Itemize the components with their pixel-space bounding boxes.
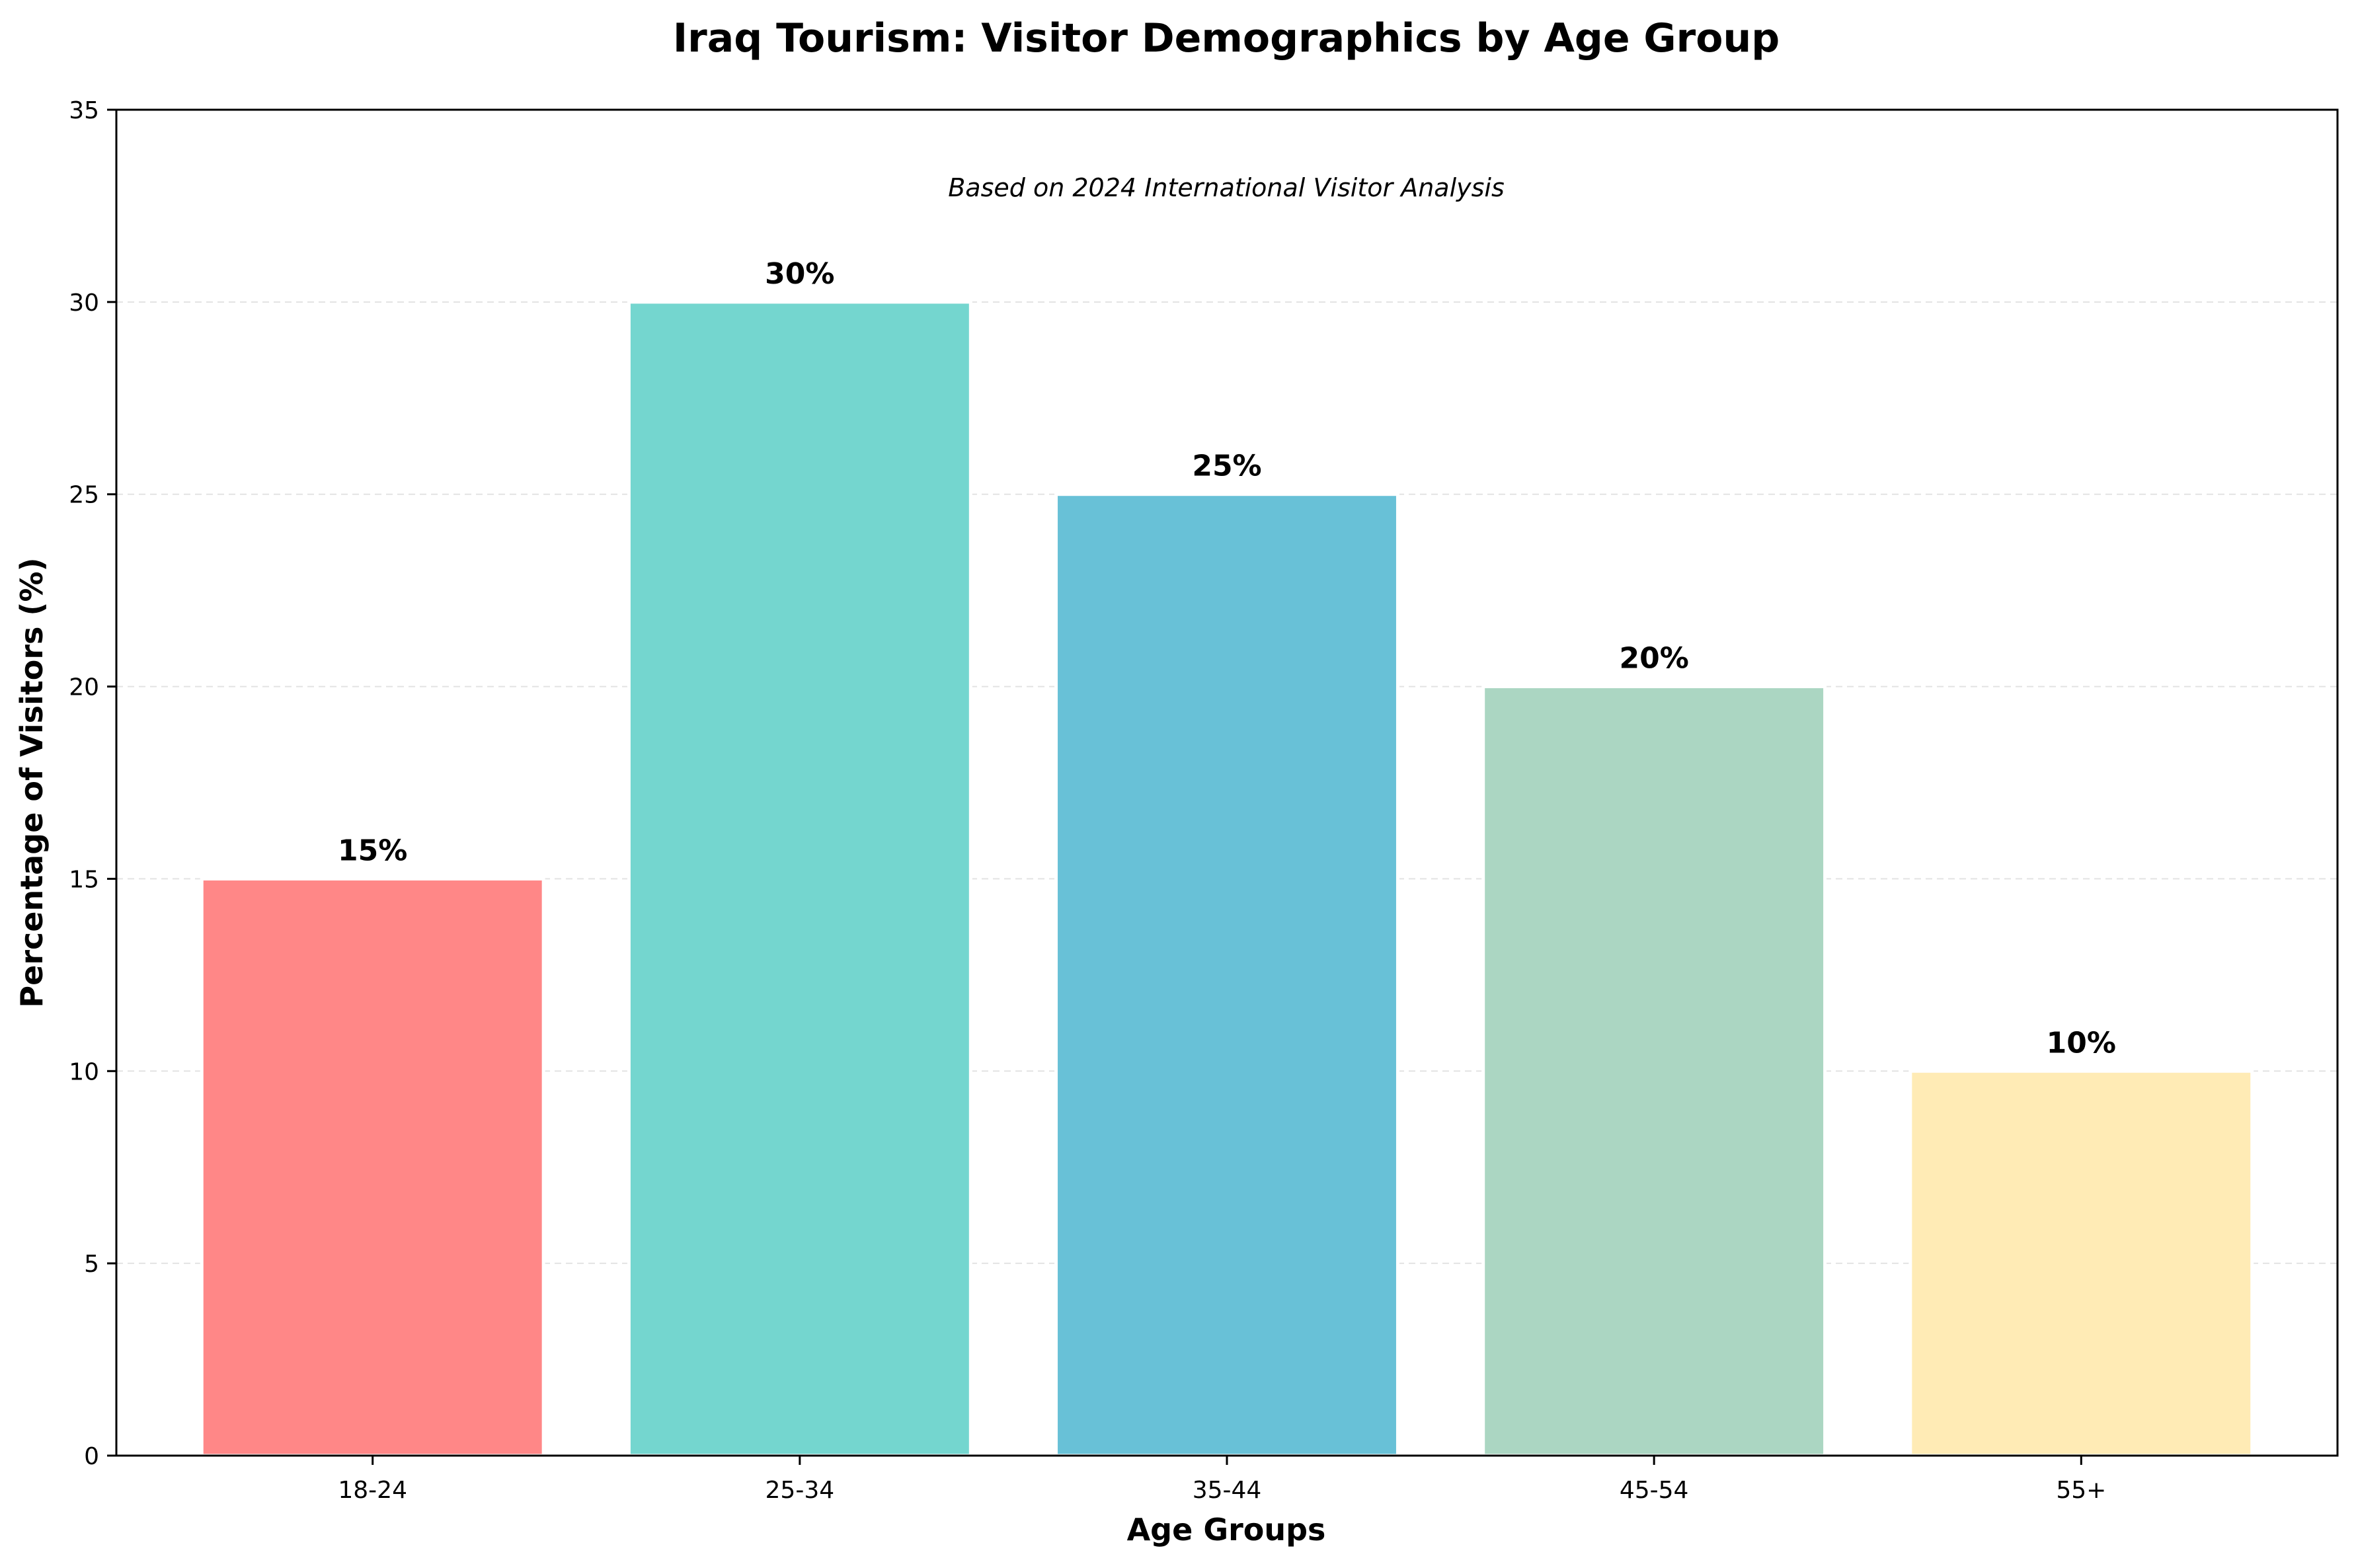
bar-45-54 xyxy=(1481,685,1827,1458)
x-tick-label: 45-54 xyxy=(1620,1477,1689,1504)
y-tick-label: 30 xyxy=(69,290,99,317)
value-labels: 15% 30% 25% 20% 10% xyxy=(338,257,2116,1060)
bar-value-label: 25% xyxy=(1192,450,1261,483)
x-axis-label: Age Groups xyxy=(1127,1512,1326,1548)
bar-55plus xyxy=(1908,1069,2254,1458)
bar-value-label: 10% xyxy=(2047,1026,2116,1060)
y-tick-label: 25 xyxy=(69,482,99,509)
chart-title: Iraq Tourism: Visitor Demographics by Ag… xyxy=(673,15,1780,61)
y-tick-label: 10 xyxy=(69,1058,99,1085)
bar-18-24 xyxy=(200,877,545,1458)
bars xyxy=(200,300,2254,1458)
y-tick-label: 20 xyxy=(69,674,99,701)
bar-value-label: 20% xyxy=(1619,642,1688,676)
bar-value-label: 30% xyxy=(765,257,834,291)
y-tick-label: 15 xyxy=(69,866,99,893)
y-axis-ticks: 0 5 10 15 20 25 30 35 xyxy=(69,97,116,1470)
bar-value-label: 15% xyxy=(338,834,407,867)
x-tick-label: 25-34 xyxy=(766,1477,835,1504)
bar-25-34 xyxy=(627,300,972,1458)
x-tick-label: 35-44 xyxy=(1193,1477,1262,1504)
chart-annotation: Based on 2024 International Visitor Anal… xyxy=(948,173,1505,202)
y-tick-label: 0 xyxy=(84,1443,99,1470)
y-tick-label: 35 xyxy=(69,97,99,124)
x-tick-label: 18-24 xyxy=(338,1477,407,1504)
x-axis-ticks: 18-24 25-34 35-44 45-54 55+ xyxy=(338,1456,2106,1504)
y-axis-label: Percentage of Visitors (%) xyxy=(14,557,50,1007)
bar-35-44 xyxy=(1054,492,1399,1458)
x-tick-label: 55+ xyxy=(2056,1477,2106,1504)
y-tick-label: 5 xyxy=(84,1251,99,1278)
